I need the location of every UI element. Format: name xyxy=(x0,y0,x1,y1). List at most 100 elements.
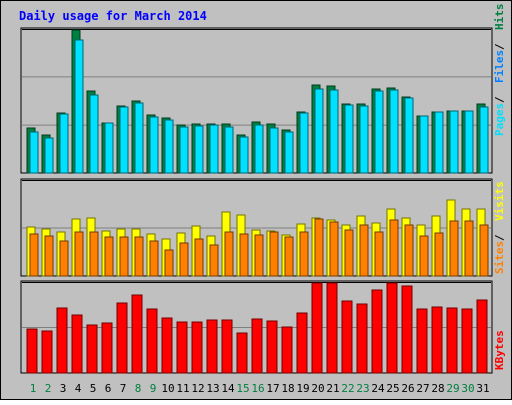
bar-kbytes-day-16 xyxy=(251,318,263,374)
bar-sites-day-9 xyxy=(149,240,159,277)
x-tick-label-5: 5 xyxy=(90,382,97,395)
bar-pages-day-19 xyxy=(299,112,309,174)
panels-group xyxy=(20,27,493,374)
bar-pages-day-18 xyxy=(284,131,294,174)
bar-sites-day-14 xyxy=(224,231,234,277)
bar-kbytes-day-25 xyxy=(386,282,398,374)
bar-pages-day-17 xyxy=(269,127,279,174)
bar-pages-day-13 xyxy=(209,124,219,174)
bar-kbytes-day-14 xyxy=(221,319,233,374)
x-tick-label-15: 15 xyxy=(236,382,249,395)
bar-pages-day-5 xyxy=(89,94,99,174)
x-tick-label-2: 2 xyxy=(45,382,52,395)
x-tick-label-26: 26 xyxy=(401,382,414,395)
x-tick-label-14: 14 xyxy=(221,382,235,395)
x-tick-label-9: 9 xyxy=(150,382,157,395)
x-tick-label-3: 3 xyxy=(60,382,67,395)
x-tick-label-7: 7 xyxy=(120,382,127,395)
bar-kbytes-day-27 xyxy=(416,308,428,374)
bar-pages-day-24 xyxy=(374,90,384,174)
bar-sites-day-17 xyxy=(269,231,279,277)
bar-kbytes-day-4 xyxy=(71,314,83,374)
x-tick-label-13: 13 xyxy=(206,382,219,395)
bar-kbytes-day-29 xyxy=(446,307,458,374)
bar-sites-day-21 xyxy=(329,221,339,277)
x-tick-label-29: 29 xyxy=(446,382,459,395)
bar-sites-day-11 xyxy=(179,242,189,277)
bar-sites-day-18 xyxy=(284,236,294,277)
bar-sites-day-26 xyxy=(404,224,414,277)
legend-separator: / xyxy=(493,43,506,50)
bar-pages-day-26 xyxy=(404,97,414,174)
bar-pages-day-11 xyxy=(179,126,189,174)
bar-sites-day-22 xyxy=(344,229,354,277)
bar-pages-day-2 xyxy=(44,137,54,174)
bar-pages-day-8 xyxy=(134,102,144,174)
legends-group: Pages / Files / Hits Sites / Visits KBytes xyxy=(493,4,506,371)
bar-pages-day-3 xyxy=(59,113,69,174)
legend-kbytes: KBytes xyxy=(493,330,506,370)
bar-sites-day-29 xyxy=(449,220,459,277)
bar-kbytes-day-17 xyxy=(266,320,278,374)
legend-separator: / xyxy=(493,234,506,241)
bar-sites-day-12 xyxy=(194,238,204,277)
bar-pages-day-7 xyxy=(119,106,129,174)
bar-pages-day-4 xyxy=(74,39,84,174)
bar-pages-day-6 xyxy=(104,122,114,174)
bar-pages-day-1 xyxy=(29,131,39,174)
bar-kbytes-day-18 xyxy=(281,326,293,374)
x-tick-label-10: 10 xyxy=(161,382,174,395)
bar-sites-day-19 xyxy=(299,231,309,277)
bar-pages-day-28 xyxy=(434,111,444,174)
bar-sites-day-31 xyxy=(479,224,489,277)
bar-pages-day-12 xyxy=(194,125,204,174)
bar-pages-day-21 xyxy=(329,89,339,174)
bar-kbytes-day-28 xyxy=(431,306,443,374)
x-tick-label-17: 17 xyxy=(266,382,279,395)
x-tick-label-11: 11 xyxy=(176,382,189,395)
bar-pages-day-31 xyxy=(479,106,489,174)
bar-kbytes-day-13 xyxy=(206,319,218,374)
x-tick-label-18: 18 xyxy=(281,382,294,395)
x-tick-label-16: 16 xyxy=(251,382,264,395)
bar-pages-day-30 xyxy=(464,110,474,174)
bar-sites-day-5 xyxy=(89,231,99,277)
bar-sites-day-8 xyxy=(134,236,144,277)
bar-sites-day-1 xyxy=(29,233,39,277)
bar-kbytes-day-24 xyxy=(371,289,383,374)
x-tick-label-19: 19 xyxy=(296,382,309,395)
bar-kbytes-day-8 xyxy=(131,294,143,374)
bar-pages-day-16 xyxy=(254,124,264,174)
bar-kbytes-day-12 xyxy=(191,321,203,374)
bar-pages-day-15 xyxy=(239,136,249,174)
bar-kbytes-day-1 xyxy=(26,328,38,374)
bar-sites-day-4 xyxy=(74,231,84,277)
bar-pages-day-22 xyxy=(344,104,354,174)
bar-kbytes-day-6 xyxy=(101,322,113,374)
legend-files: Files xyxy=(493,50,506,83)
bar-kbytes-day-20 xyxy=(311,282,323,374)
legend-sites: Sites xyxy=(493,241,506,274)
x-axis-labels: 1 2 3 4 5 6 7 8 9 10 11 12 13 14 15 16 17 18 19 20 21 22 23 24 2… xyxy=(30,382,490,395)
chart-title: Daily usage for March 2014 xyxy=(19,9,207,23)
bar-sites-day-7 xyxy=(119,236,129,277)
bar-sites-day-30 xyxy=(464,220,474,277)
bar-sites-day-28 xyxy=(434,232,444,277)
bar-kbytes-day-11 xyxy=(176,321,188,374)
bar-kbytes-day-23 xyxy=(356,303,368,374)
bar-sites-day-16 xyxy=(254,234,264,277)
bar-pages-day-14 xyxy=(224,126,234,174)
bar-sites-day-10 xyxy=(164,249,174,277)
bar-pages-day-25 xyxy=(389,89,399,174)
bar-sites-day-2 xyxy=(44,235,54,277)
bar-kbytes-day-30 xyxy=(461,308,473,374)
bar-kbytes-day-26 xyxy=(401,285,413,374)
bar-kbytes-day-7 xyxy=(116,302,128,374)
legend-hits: Hits xyxy=(493,4,506,31)
x-tick-label-31: 31 xyxy=(476,382,489,395)
x-tick-label-30: 30 xyxy=(461,382,474,395)
legend-visits: Visits xyxy=(493,181,506,221)
bar-sites-day-3 xyxy=(59,240,69,277)
bar-sites-day-20 xyxy=(314,218,324,277)
